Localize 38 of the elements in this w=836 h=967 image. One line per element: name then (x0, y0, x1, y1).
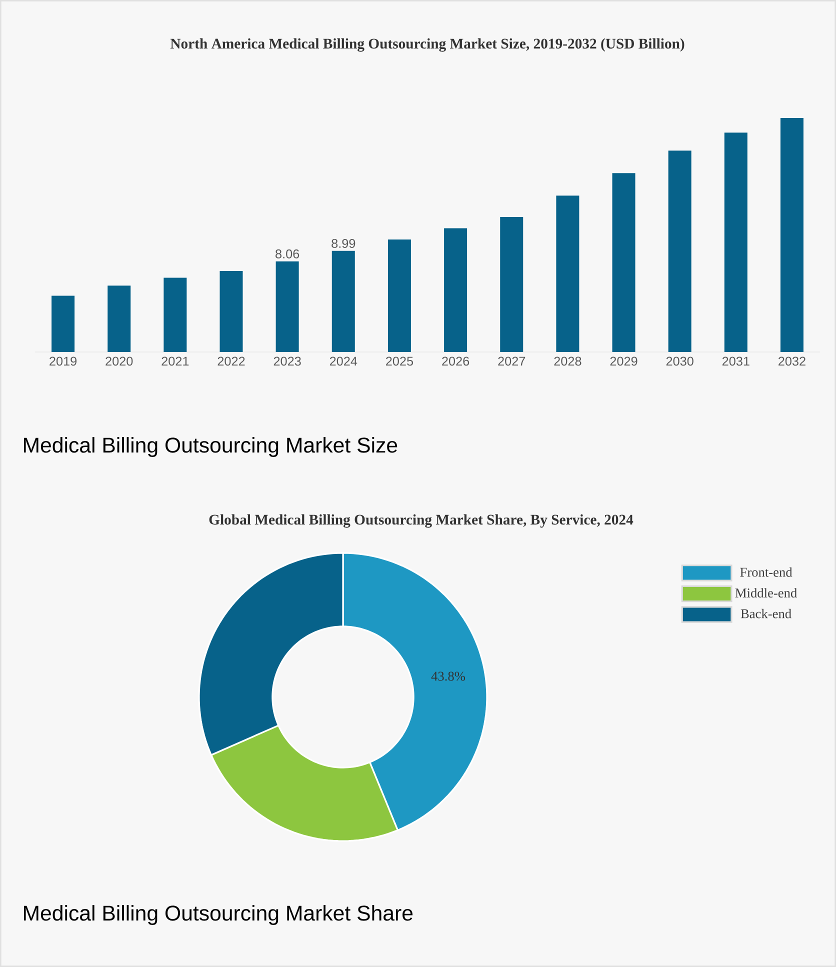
x-tick-label: 2021 (162, 356, 189, 366)
chart-title: North America Medical Billing Outsourcing Market Size, 2019-2032 (USD Billion) (170, 38, 684, 52)
bar (612, 173, 636, 352)
x-tick-label: 2030 (666, 356, 694, 366)
x-tick-label: 2020 (106, 356, 133, 366)
text: Medical Billing Outsourcing Market Share (24, 905, 413, 925)
chart-title: Global Medical Billing Outsourcing Market Share, By Service, 2024 (209, 514, 634, 528)
x-tick-label: 2029 (610, 356, 638, 366)
x-tick-label: 2019 (50, 356, 77, 366)
x-tick-label: 2031 (722, 356, 750, 366)
legend-label: Front-end (740, 567, 792, 577)
x-tick-label: 2026 (442, 356, 470, 366)
x-tick-label: 2028 (554, 356, 582, 366)
bar (780, 118, 804, 352)
legend-label: Middle-end (735, 588, 797, 598)
bar (332, 250, 355, 352)
bar (388, 239, 411, 352)
data-label: 8.06 (276, 249, 300, 258)
bar (276, 261, 299, 352)
bar (164, 278, 187, 352)
x-tick-label: 2032 (778, 356, 806, 366)
text: Medical Billing Outsourcing Market Size (24, 437, 398, 457)
x-tick-label: 2022 (218, 356, 245, 366)
bar (220, 270, 243, 352)
x-tick-label: 2025 (386, 356, 414, 366)
bar (500, 216, 524, 352)
bar (724, 132, 748, 352)
bar (108, 286, 131, 352)
x-tick-label: 2027 (498, 356, 526, 366)
legend-label: Back-end (740, 608, 792, 618)
x-tick-label: 2023 (274, 356, 301, 366)
data-label: 43.8% (431, 672, 466, 681)
bar (52, 296, 75, 352)
bar (556, 196, 580, 352)
bar (444, 228, 468, 352)
x-tick-label: 2024 (330, 356, 358, 366)
data-label: 8.99 (332, 238, 356, 248)
bar (668, 150, 692, 352)
